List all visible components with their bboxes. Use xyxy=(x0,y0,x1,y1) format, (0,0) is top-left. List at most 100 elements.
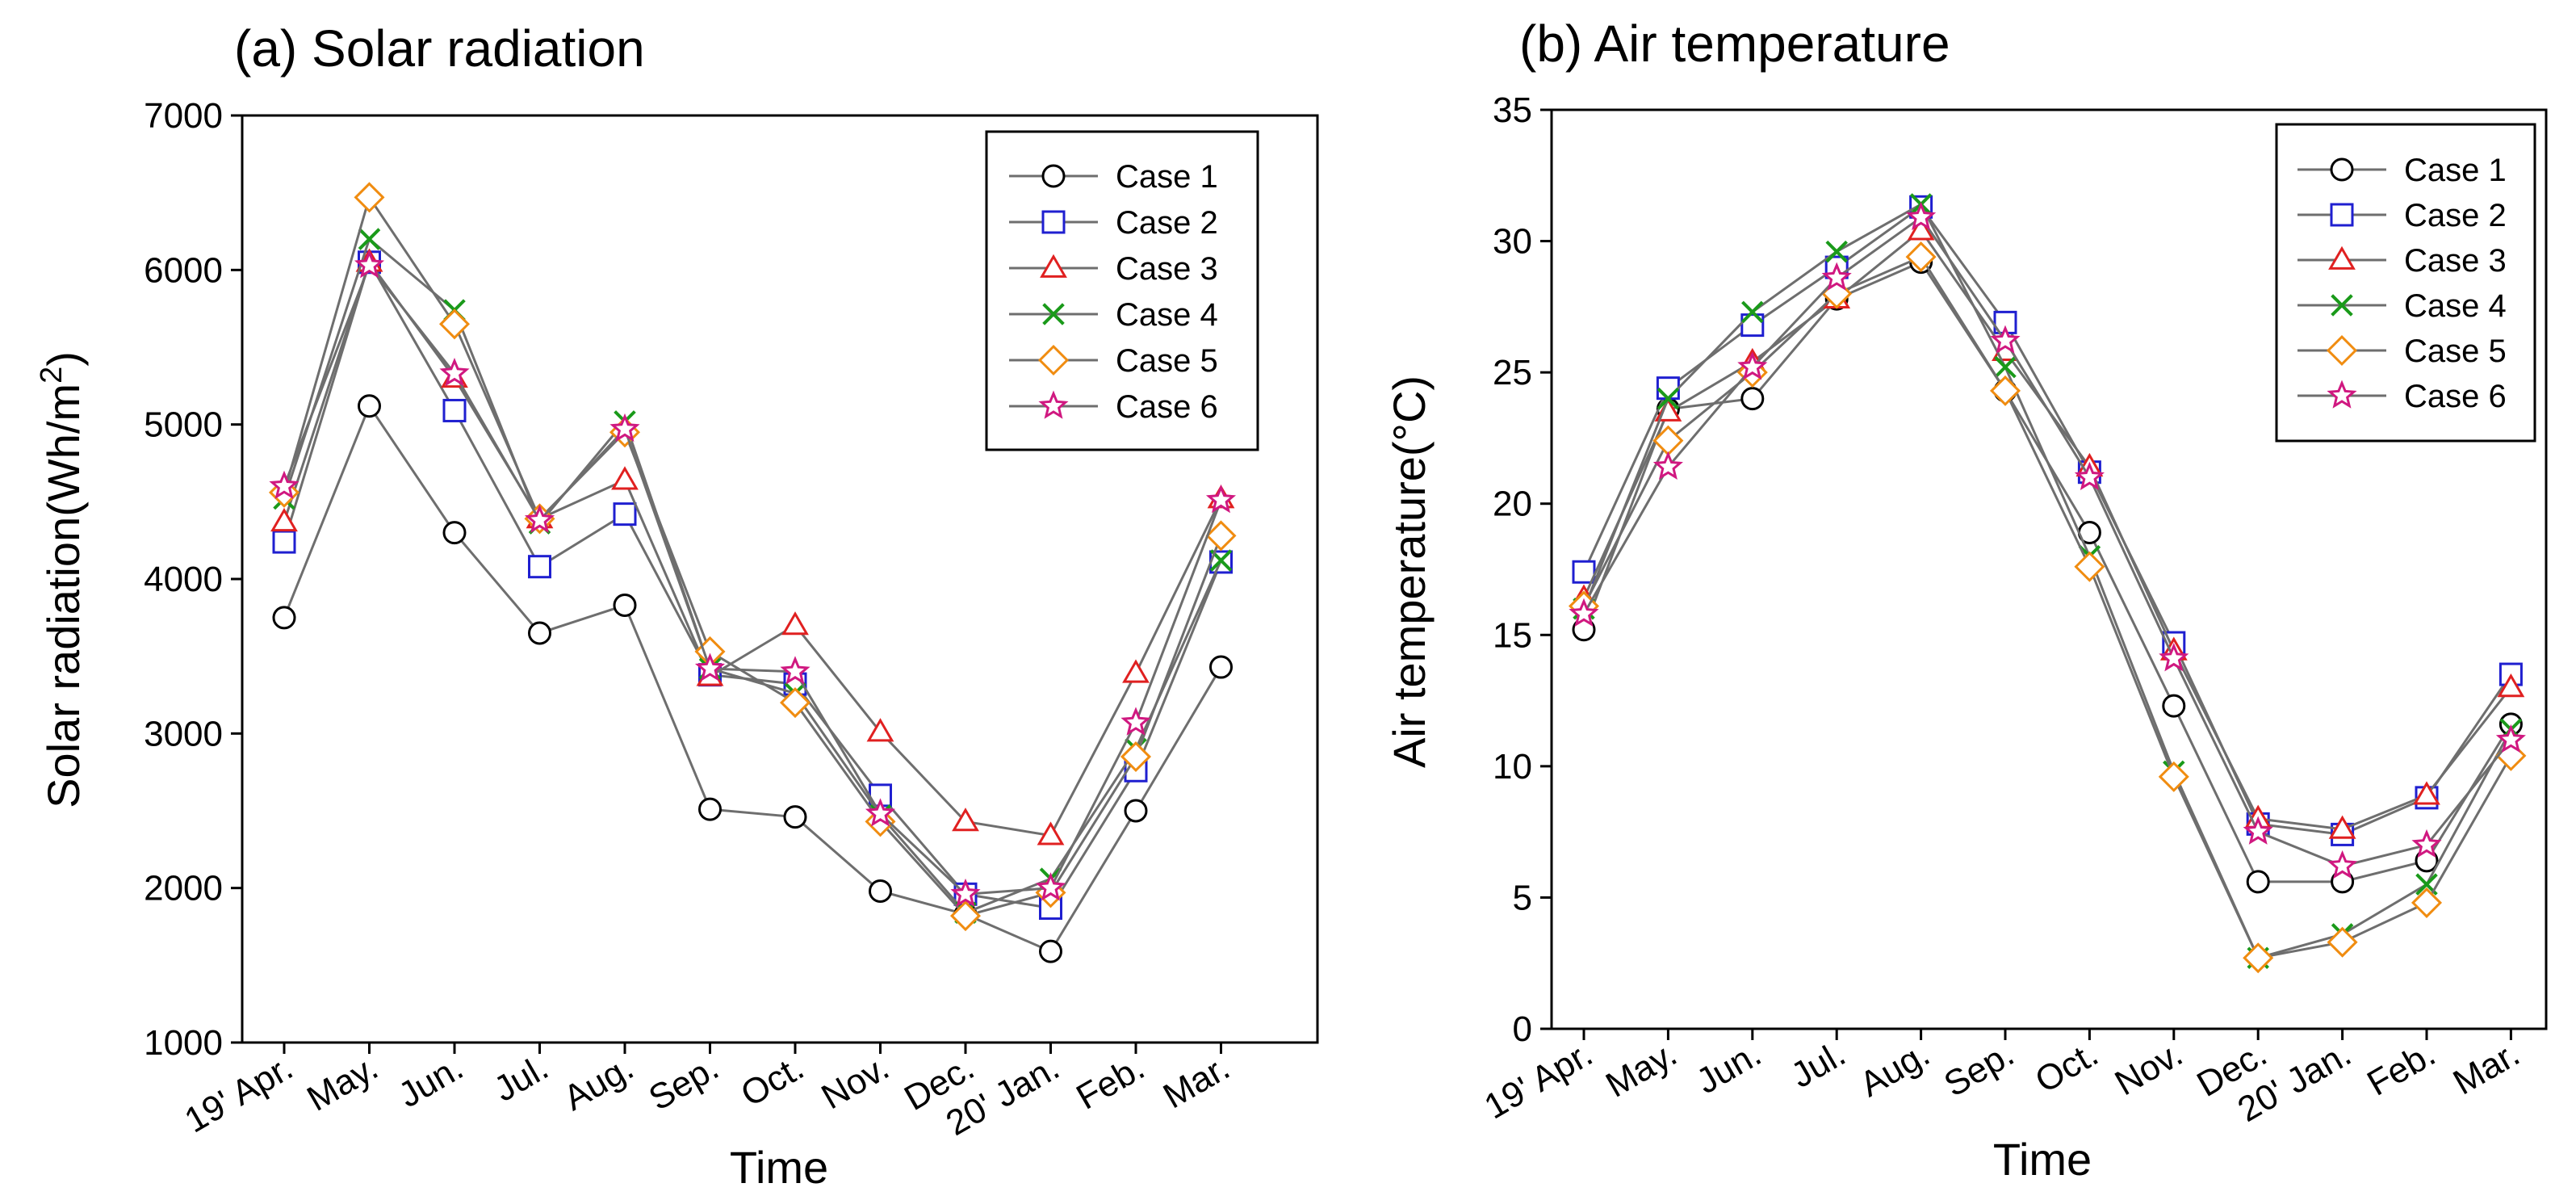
legend-label: Case 4 xyxy=(1116,297,1218,333)
air-temperature-chart: (b) Air temperature Time Air temperature… xyxy=(1384,15,2548,1185)
legend-marker xyxy=(1041,210,1066,234)
legend: Case 1 Case 2 Case 3 Case 4 Case 5 Case 6 xyxy=(2275,123,2536,443)
data-point xyxy=(1741,300,1764,324)
x-tick-label: Jun. xyxy=(1690,1034,1768,1101)
data-point xyxy=(528,555,551,579)
data-point xyxy=(781,611,809,636)
series-case-6 xyxy=(1569,201,2526,879)
data-point xyxy=(2413,781,2440,805)
x-axis: 19' Apr. May. Jun. Jul. Aug. Sep. Oct. Nov. Dec.… xyxy=(178,1043,1237,1143)
legend-item: Case 2 xyxy=(1009,205,1218,241)
legend-label: Case 5 xyxy=(1116,343,1218,379)
solar-radiation-chart: (a) Solar radiation Time Solar radiation… xyxy=(35,19,1319,1193)
data-point xyxy=(1656,376,1680,401)
y-tick-label: 20 xyxy=(1493,485,1532,524)
series-case-1 xyxy=(1572,250,2523,894)
legend-label: Case 1 xyxy=(2404,153,2507,188)
data-point xyxy=(1569,598,1599,627)
legend-item: Case 1 xyxy=(1009,159,1218,195)
data-point xyxy=(2495,724,2526,753)
chart-title: (a) Solar radiation xyxy=(234,19,645,78)
y-tick-label: 5000 xyxy=(144,405,223,445)
legend-item: Case 1 xyxy=(2297,153,2507,188)
y-axis-label-superscript: 2 xyxy=(35,367,69,384)
data-point xyxy=(1740,387,1765,411)
x-tick-label: Aug. xyxy=(557,1047,640,1118)
data-point xyxy=(269,470,299,499)
data-point xyxy=(1205,484,1237,514)
y-tick-label: 1000 xyxy=(144,1023,223,1063)
data-point xyxy=(442,398,467,422)
series-group xyxy=(1568,193,2527,974)
data-point xyxy=(865,798,896,827)
data-point xyxy=(1825,240,1848,263)
x-tick-label: Nov. xyxy=(815,1047,895,1117)
y-axis: 1000 2000 3000 4000 5000 6000 7000 xyxy=(144,96,242,1063)
y-axis-label-main: Solar radiation(Wh/m xyxy=(38,384,89,808)
legend-marker xyxy=(1038,390,1069,419)
legend-marker xyxy=(1042,303,1065,325)
legend-item: Case 5 xyxy=(1009,343,1218,379)
data-point xyxy=(272,530,296,554)
data-point xyxy=(2159,643,2189,672)
x-tick-label: Feb. xyxy=(2360,1034,2442,1103)
series-line xyxy=(283,259,1222,910)
data-point xyxy=(1657,387,1680,410)
y-tick-label: 35 xyxy=(1493,90,1532,130)
x-tick-label: Jul. xyxy=(1784,1034,1852,1096)
data-point xyxy=(1120,707,1151,736)
series-line xyxy=(1582,216,2512,867)
x-axis-label: Time xyxy=(730,1142,828,1193)
data-point xyxy=(1035,872,1066,901)
x-tick-label: Nov. xyxy=(2109,1034,2189,1103)
data-point xyxy=(698,797,722,821)
series-case-2 xyxy=(272,250,1233,921)
data-point xyxy=(613,502,637,527)
legend-item: Case 4 xyxy=(1009,297,1218,333)
legend-item: Case 6 xyxy=(2297,379,2507,414)
data-point xyxy=(524,504,555,534)
x-tick-label: Mar. xyxy=(2447,1034,2527,1102)
data-point xyxy=(2328,815,2356,839)
series-line xyxy=(1582,202,2512,960)
data-point xyxy=(2243,942,2274,974)
legend-marker xyxy=(2328,245,2356,270)
x-tick-label: Jun. xyxy=(392,1047,470,1115)
y-axis-label: Air temperature(°C) xyxy=(1384,376,1435,768)
data-point xyxy=(1122,659,1150,683)
y-tick-label: 5 xyxy=(1513,878,1532,917)
data-point xyxy=(2411,887,2443,918)
series-case-6 xyxy=(269,250,1237,908)
legend-marker xyxy=(1037,344,1070,376)
data-point xyxy=(950,878,981,908)
y-axis-label: Solar radiation(Wh/m2) xyxy=(35,351,89,808)
series-case-3 xyxy=(1570,216,2525,839)
data-point xyxy=(2246,870,2270,894)
data-point xyxy=(780,656,810,685)
data-point xyxy=(694,652,726,682)
legend-marker xyxy=(2327,380,2357,409)
y-tick-label: 7000 xyxy=(144,96,223,136)
x-tick-label: Sep. xyxy=(643,1047,726,1118)
legend-label: Case 3 xyxy=(2404,243,2507,279)
x-tick-label: 19' Apr. xyxy=(1478,1034,1599,1127)
legend-item: Case 3 xyxy=(2297,243,2507,279)
y-tick-label: 0 xyxy=(1513,1009,1532,1049)
series-line xyxy=(1582,260,2512,883)
data-point xyxy=(2074,551,2105,582)
legend-frame xyxy=(2275,123,2536,443)
y-tick-label: 10 xyxy=(1493,747,1532,787)
data-point xyxy=(358,394,381,418)
y-tick-label: 3000 xyxy=(144,714,223,753)
legend-marker xyxy=(2326,334,2358,367)
data-point xyxy=(1906,201,1937,231)
data-point xyxy=(1821,262,1852,291)
data-point xyxy=(783,805,807,829)
data-point xyxy=(611,466,639,490)
y-tick-label: 25 xyxy=(1493,353,1532,392)
data-point xyxy=(2327,850,2358,879)
x-tick-label: Feb. xyxy=(1070,1047,1151,1117)
series-group xyxy=(268,182,1237,963)
data-point xyxy=(1124,799,1148,823)
